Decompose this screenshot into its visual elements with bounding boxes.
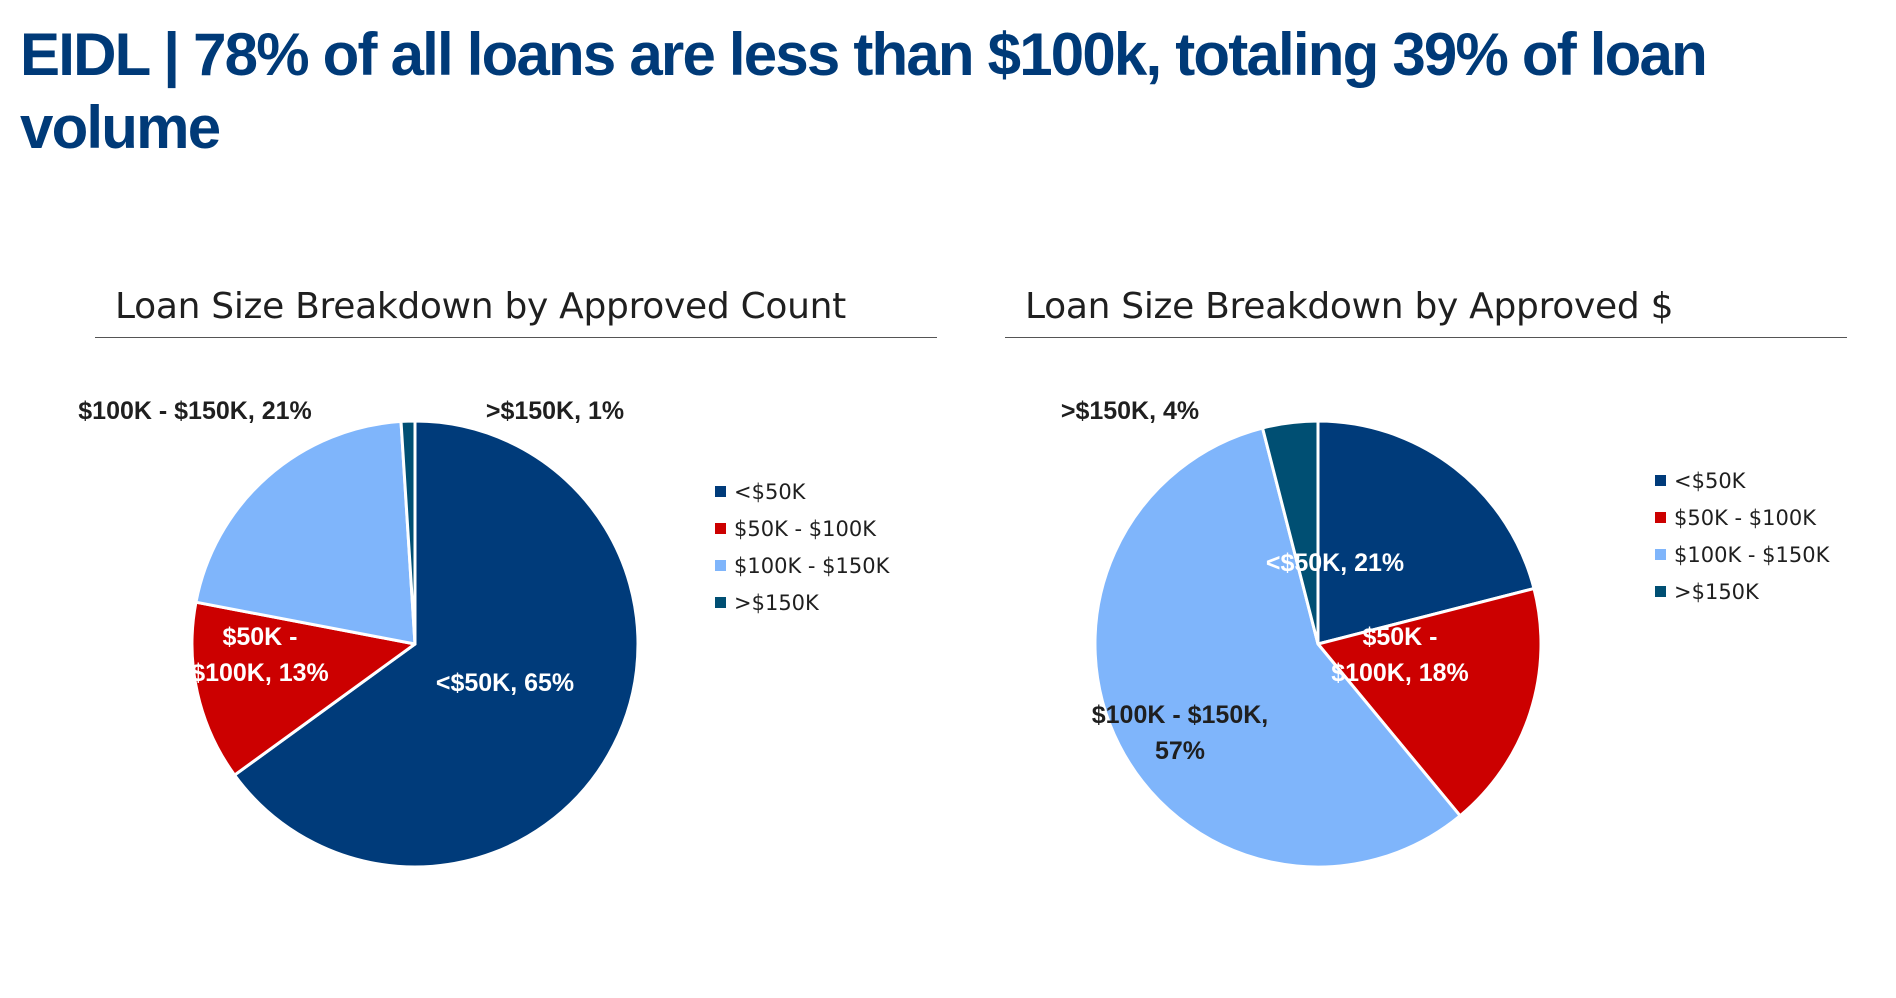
data-label-line: $100K - $150K,	[1092, 701, 1269, 729]
legend-item-150k: >$150K	[715, 584, 889, 621]
legend-item-50k-100k: $50K - $100K	[1655, 499, 1829, 536]
legend-item-150k: >$150K	[1655, 573, 1829, 610]
page-title: EIDL | 78% of all loans are less than $1…	[20, 21, 1708, 161]
legend-item-50k: <$50K	[715, 473, 889, 510]
legend-label: <$50K	[734, 479, 806, 504]
legend-label: $100K - $150K	[1674, 542, 1830, 567]
pie-slice-150k	[399, 419, 417, 646]
pie-slice-50k	[1316, 419, 1536, 646]
legend-label: $50K - $100K	[734, 516, 876, 541]
data-label-line: 57%	[1155, 737, 1205, 765]
legend-swatch	[715, 597, 726, 608]
data-label-100k-150k: $100K - $150K, 21%	[78, 397, 311, 425]
legend-swatch	[715, 486, 726, 497]
title-divider	[95, 337, 937, 338]
legend-swatch	[715, 560, 726, 571]
pie-slice-100k-150k	[1093, 426, 1462, 869]
pie-slice-150k	[1261, 419, 1320, 646]
data-label-50k-100k: $50K - $100K, 13%	[191, 623, 329, 687]
data-label-50k-100k: $50K - $100K, 18%	[1331, 623, 1469, 687]
chart-title: Loan Size Breakdown by Approved $	[1025, 286, 1674, 327]
data-label-150k: >$150K, 4%	[1061, 397, 1199, 425]
chart-panel-approved-count: Loan Size Breakdown by Approved Count <$…	[78, 280, 937, 920]
data-label-line: $100K, 18%	[1331, 659, 1469, 687]
pie-chart: <$50K, 21% $50K - $100K, 18% $100K - $150K,…	[1061, 397, 1543, 869]
legend-item-100k-150k: $100K - $150K	[715, 547, 889, 584]
legend-item-100k-150k: $100K - $150K	[1655, 536, 1829, 573]
data-label-150k: >$150K, 1%	[486, 397, 624, 425]
pie-slice-50k	[233, 419, 640, 869]
data-label-line: $100K - $150K, 21%	[78, 397, 311, 425]
legend-label: >$150K	[734, 590, 819, 615]
chart-title: Loan Size Breakdown by Approved Count	[115, 286, 846, 327]
legend-label: <$50K	[1674, 468, 1746, 493]
data-label-line: $50K -	[222, 623, 297, 651]
legend-item-50k: <$50K	[1655, 462, 1829, 499]
data-label-line: <$50K, 65%	[436, 669, 574, 697]
legend-swatch	[1655, 549, 1666, 560]
data-label-line: >$150K, 4%	[1061, 397, 1199, 425]
pie-slice-50k-100k	[190, 600, 417, 777]
chart-legend: <$50K $50K - $100K $100K - $150K >$150K	[1655, 462, 1829, 610]
pie-slice-100k-150k	[194, 419, 417, 646]
data-label-100k-150k: $100K - $150K, 57%	[1092, 701, 1269, 765]
legend-item-50k-100k: $50K - $100K	[715, 510, 889, 547]
legend-swatch	[1655, 586, 1666, 597]
legend-swatch	[715, 523, 726, 534]
legend-swatch	[1655, 475, 1666, 486]
data-label-50k: <$50K, 21%	[1266, 549, 1404, 577]
data-label-line: $100K, 13%	[191, 659, 329, 687]
legend-label: $50K - $100K	[1674, 505, 1816, 530]
title-divider	[1005, 337, 1847, 338]
data-label-line: <$50K, 21%	[1266, 549, 1404, 577]
legend-label: $100K - $150K	[734, 553, 890, 578]
chart-panel-approved-dollars: Loan Size Breakdown by Approved $ <$50K,…	[1005, 280, 1847, 920]
data-label-line: >$150K, 1%	[486, 397, 624, 425]
pie-chart: <$50K, 65% $50K - $100K, 13% $100K - $150K,…	[78, 397, 640, 869]
legend-label: >$150K	[1674, 579, 1759, 604]
legend-swatch	[1655, 512, 1666, 523]
data-label-line: $50K -	[1362, 623, 1437, 651]
chart-legend: <$50K $50K - $100K $100K - $150K >$150K	[715, 473, 889, 621]
pie-slice-50k-100k	[1316, 587, 1543, 818]
data-label-50k: <$50K, 65%	[436, 669, 574, 697]
